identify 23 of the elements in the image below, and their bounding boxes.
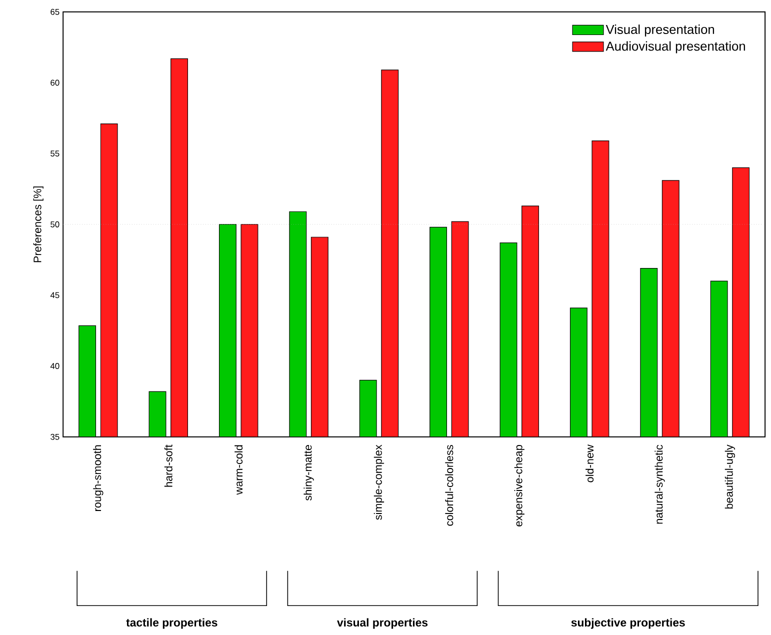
y-tick-label: 50 [50,221,60,228]
text: tactile properties [126,618,218,629]
x-tick-label: old-new [586,444,594,482]
x-tick-label: hard-soft [164,444,172,487]
x-tick-label: rough-smooth [93,445,104,511]
x-tick-label: colorful-colorless [445,444,454,526]
y-tick-label: 45 [50,292,60,298]
x-tick-label: expensive-cheap [514,444,524,526]
y-axis-title: Preferences [%] [33,186,44,262]
y-tick-label: 35 [50,434,60,440]
text: visual properties [337,618,428,629]
x-tick-label: warm-cold [234,445,243,495]
x-tick-label: beautiful-ugly [724,444,736,508]
x-tick-label: shiny-matte [304,444,314,500]
y-tick-label: 40 [50,362,60,369]
legend-label: Audiovisual presentation [606,41,745,54]
x-tick-label: simple-complex [374,444,384,520]
x-tick-label: natural-synthetic [654,444,665,524]
legend-label: Visual presentation [606,24,714,36]
y-tick-label: 60 [50,80,60,86]
text: subjective properties [571,618,685,629]
y-tick-label: 55 [50,150,60,156]
y-tick-label: 65 [50,8,60,15]
